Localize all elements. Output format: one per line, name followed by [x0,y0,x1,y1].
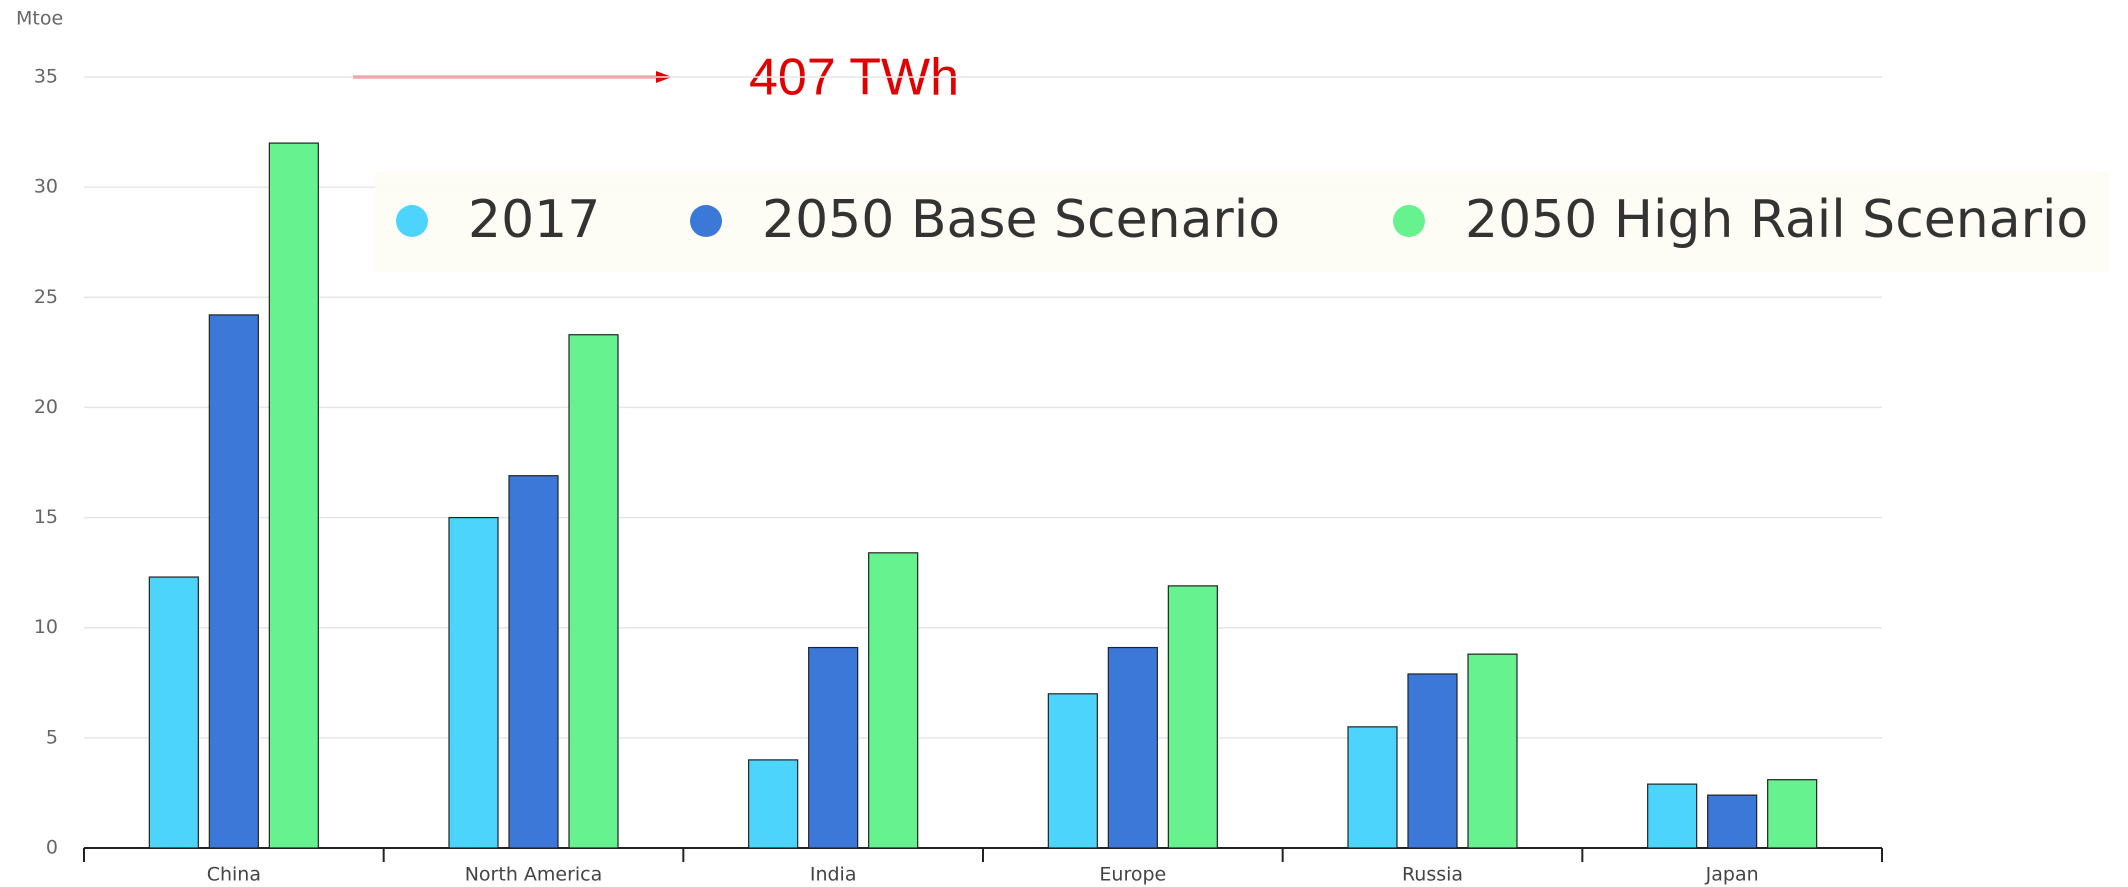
legend-label: 2050 High Rail Scenario [1465,190,2088,250]
y-tick-label: 5 [46,726,58,748]
bar [1647,783,1698,849]
x-tick-label: Russia [1402,864,1463,886]
legend-marker [1393,205,1425,237]
bar [1467,653,1518,849]
bar [1707,794,1758,849]
bar [448,516,499,849]
y-tick-label: 0 [46,837,58,859]
bar [1047,693,1098,849]
legend-background [375,172,2110,272]
bar [868,552,919,849]
bar [268,142,319,849]
x-tick-label: China [207,864,261,886]
x-tick-label: India [810,864,857,886]
y-tick-label: 10 [34,616,58,638]
y-axis-label: Mtoe [16,8,63,30]
bar [1107,646,1158,849]
bar [1167,585,1218,849]
x-tick-label: Europe [1099,864,1166,886]
x-tick-label: North America [465,864,603,886]
y-tick-label: 20 [34,396,58,418]
bar [808,646,859,849]
legend-marker [396,205,428,237]
legend-label: 2050 Base Scenario [762,190,1280,250]
x-tick-label: Japan [1705,864,1759,886]
bar [568,334,619,849]
bar [208,314,259,849]
bar [508,475,559,849]
y-tick-label: 25 [34,286,58,308]
bar [148,576,199,849]
legend-marker [690,205,722,237]
bar [748,759,799,849]
bar [1767,779,1818,849]
bar [1407,673,1458,849]
y-tick-label: 15 [34,506,58,528]
y-tick-label: 30 [34,176,58,198]
bar [1347,726,1398,849]
y-tick-label: 35 [34,66,58,88]
legend-label: 2017 [468,190,600,250]
